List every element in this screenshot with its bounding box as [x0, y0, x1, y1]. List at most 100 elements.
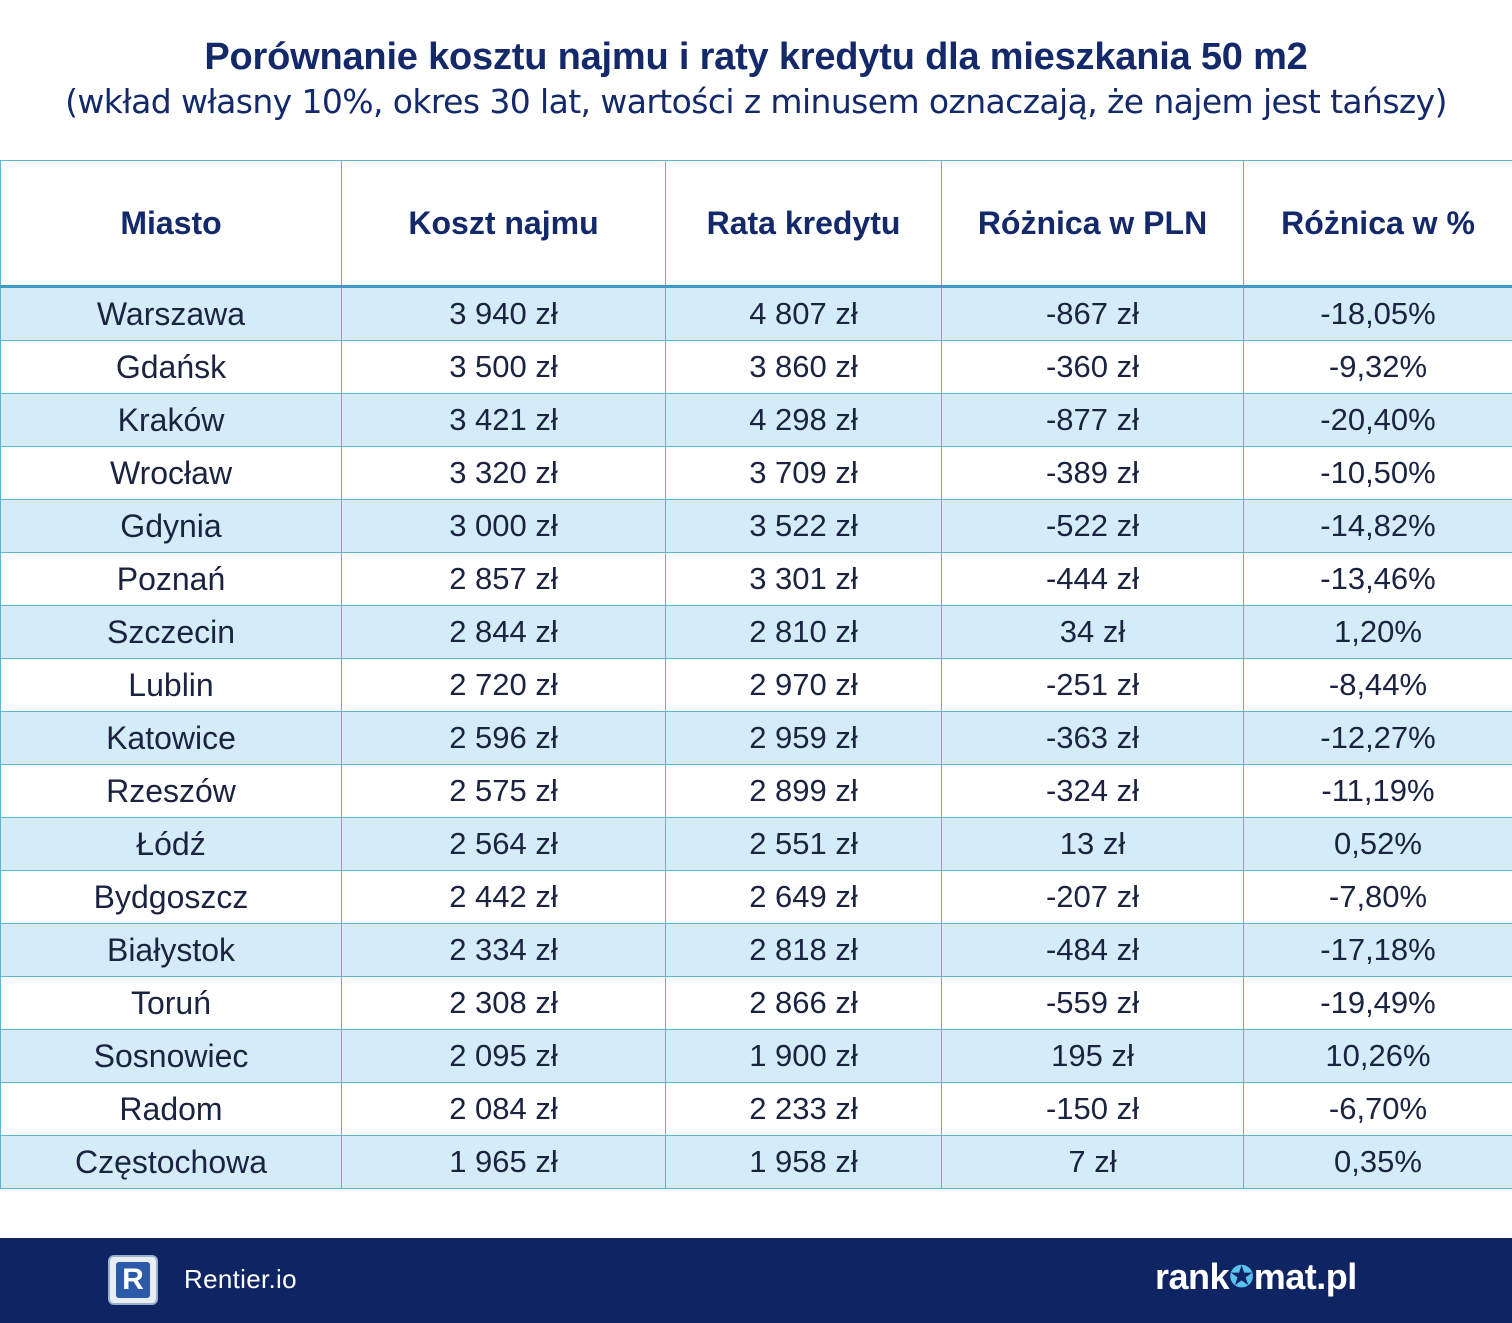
table-row: Poznań 2 857 zł 3 301 zł -444 zł -13,46% — [0, 552, 1512, 606]
cell-koszt-najmu: 2 564 zł — [341, 817, 666, 871]
cell-rata-kredytu: 2 866 zł — [665, 976, 942, 1030]
cell-koszt-najmu: 3 000 zł — [341, 499, 666, 553]
cell-roznica-pln: -389 zł — [941, 446, 1244, 500]
cell-roznica-pln: 7 zł — [941, 1135, 1244, 1189]
rankomat-logo-start: rank — [1155, 1256, 1230, 1297]
chart-subtitle: (wkład własny 10%, okres 30 lat, wartośc… — [65, 82, 1447, 121]
cell-koszt-najmu: 2 720 zł — [341, 658, 666, 712]
cell-miasto: Sosnowiec — [0, 1029, 342, 1083]
cell-rata-kredytu: 2 233 zł — [665, 1082, 942, 1136]
table-row: Częstochowa 1 965 zł 1 958 zł 7 zł 0,35% — [0, 1135, 1512, 1189]
cell-miasto: Białystok — [0, 923, 342, 977]
header: Porównanie kosztu najmu i raty kredytu d… — [0, 0, 1512, 160]
cell-koszt-najmu: 2 095 zł — [341, 1029, 666, 1083]
star-icon: ✪ — [1229, 1261, 1254, 1294]
rankomat-logo-end: mat.pl — [1253, 1256, 1358, 1297]
table-row: Łódź 2 564 zł 2 551 zł 13 zł 0,52% — [0, 817, 1512, 871]
cell-roznica-pln: 195 zł — [941, 1029, 1244, 1083]
cell-rata-kredytu: 3 709 zł — [665, 446, 942, 500]
cell-roznica-pln: -251 zł — [941, 658, 1244, 712]
table-row: Toruń 2 308 zł 2 866 zł -559 zł -19,49% — [0, 976, 1512, 1030]
comparison-table: Miasto Koszt najmu Rata kredytu Różnica … — [0, 160, 1512, 1189]
table-row: Radom 2 084 zł 2 233 zł -150 zł -6,70% — [0, 1082, 1512, 1136]
column-header-roznica-pln: Różnica w PLN — [941, 160, 1244, 288]
cell-miasto: Wrocław — [0, 446, 342, 500]
cell-rata-kredytu: 1 958 zł — [665, 1135, 942, 1189]
table-row: Bydgoszcz 2 442 zł 2 649 zł -207 zł -7,80% — [0, 870, 1512, 924]
cell-miasto: Gdańsk — [0, 340, 342, 394]
cell-rata-kredytu: 2 970 zł — [665, 658, 942, 712]
cell-rata-kredytu: 3 301 zł — [665, 552, 942, 606]
cell-rata-kredytu: 3 522 zł — [665, 499, 942, 553]
cell-roznica-procent: -9,32% — [1243, 340, 1512, 394]
cell-miasto: Katowice — [0, 711, 342, 765]
cell-roznica-procent: -8,44% — [1243, 658, 1512, 712]
cell-roznica-procent: 1,20% — [1243, 605, 1512, 659]
cell-roznica-procent: -10,50% — [1243, 446, 1512, 500]
cell-roznica-pln: -150 zł — [941, 1082, 1244, 1136]
table-row: Wrocław 3 320 zł 3 709 zł -389 zł -10,50% — [0, 446, 1512, 500]
table-row: Sosnowiec 2 095 zł 1 900 zł 195 zł 10,26% — [0, 1029, 1512, 1083]
table-row: Białystok 2 334 zł 2 818 zł -484 zł -17,18% — [0, 923, 1512, 977]
cell-koszt-najmu: 2 596 zł — [341, 711, 666, 765]
cell-roznica-procent: -19,49% — [1243, 976, 1512, 1030]
cell-koszt-najmu: 2 084 zł — [341, 1082, 666, 1136]
cell-roznica-procent: -17,18% — [1243, 923, 1512, 977]
cell-koszt-najmu: 2 844 zł — [341, 605, 666, 659]
cell-miasto: Lublin — [0, 658, 342, 712]
cell-roznica-procent: -6,70% — [1243, 1082, 1512, 1136]
cell-rata-kredytu: 4 807 zł — [665, 286, 942, 341]
cell-koszt-najmu: 2 575 zł — [341, 764, 666, 818]
cell-roznica-pln: -207 zł — [941, 870, 1244, 924]
cell-rata-kredytu: 4 298 zł — [665, 393, 942, 447]
column-header-koszt-najmu: Koszt najmu — [341, 160, 666, 288]
footer-bar: R Rentier.io rank✪mat.pl — [0, 1238, 1512, 1323]
cell-roznica-pln: -867 zł — [941, 286, 1244, 341]
table-row: Warszawa 3 940 zł 4 807 zł -867 zł -18,05% — [0, 286, 1512, 341]
cell-roznica-pln: 13 zł — [941, 817, 1244, 871]
table-row: Gdańsk 3 500 zł 3 860 zł -360 zł -9,32% — [0, 340, 1512, 394]
cell-koszt-najmu: 2 442 zł — [341, 870, 666, 924]
column-header-roznica-procent: Różnica w % — [1243, 160, 1512, 288]
cell-roznica-procent: -7,80% — [1243, 870, 1512, 924]
cell-miasto: Warszawa — [0, 286, 342, 341]
rentier-logo-icon: R — [108, 1255, 158, 1305]
cell-miasto: Radom — [0, 1082, 342, 1136]
rankomat-logo: rank✪mat.pl — [1155, 1256, 1357, 1298]
cell-miasto: Kraków — [0, 393, 342, 447]
cell-rata-kredytu: 2 649 zł — [665, 870, 942, 924]
table-row: Katowice 2 596 zł 2 959 zł -363 zł -12,27% — [0, 711, 1512, 765]
table-row: Szczecin 2 844 zł 2 810 zł 34 zł 1,20% — [0, 605, 1512, 659]
cell-koszt-najmu: 2 334 zł — [341, 923, 666, 977]
table-body: Warszawa 3 940 zł 4 807 zł -867 zł -18,05% Gd… — [0, 286, 1512, 1189]
cell-roznica-procent: -20,40% — [1243, 393, 1512, 447]
table-row: Lublin 2 720 zł 2 970 zł -251 zł -8,44% — [0, 658, 1512, 712]
cell-miasto: Poznań — [0, 552, 342, 606]
table-row: Kraków 3 421 zł 4 298 zł -877 zł -20,40% — [0, 393, 1512, 447]
cell-roznica-pln: -324 zł — [941, 764, 1244, 818]
cell-rata-kredytu: 3 860 zł — [665, 340, 942, 394]
cell-miasto: Bydgoszcz — [0, 870, 342, 924]
cell-rata-kredytu: 2 959 zł — [665, 711, 942, 765]
cell-miasto: Rzeszów — [0, 764, 342, 818]
cell-roznica-pln: -444 zł — [941, 552, 1244, 606]
cell-rata-kredytu: 2 810 zł — [665, 605, 942, 659]
cell-roznica-pln: -363 zł — [941, 711, 1244, 765]
cell-roznica-procent: -11,19% — [1243, 764, 1512, 818]
cell-roznica-pln: -522 zł — [941, 499, 1244, 553]
cell-roznica-pln: -360 zł — [941, 340, 1244, 394]
cell-roznica-pln: -877 zł — [941, 393, 1244, 447]
cell-rata-kredytu: 2 899 zł — [665, 764, 942, 818]
cell-miasto: Łódź — [0, 817, 342, 871]
column-header-rata-kredytu: Rata kredytu — [665, 160, 942, 288]
rentier-logo-letter: R — [116, 1262, 150, 1298]
cell-koszt-najmu: 2 308 zł — [341, 976, 666, 1030]
cell-koszt-najmu: 3 320 zł — [341, 446, 666, 500]
column-header-miasto: Miasto — [0, 160, 342, 288]
cell-rata-kredytu: 1 900 zł — [665, 1029, 942, 1083]
rentier-brand: Rentier.io — [184, 1264, 297, 1294]
table-header-row: Miasto Koszt najmu Rata kredytu Różnica … — [0, 160, 1512, 288]
cell-roznica-procent: 0,52% — [1243, 817, 1512, 871]
cell-roznica-pln: -559 zł — [941, 976, 1244, 1030]
cell-koszt-najmu: 2 857 zł — [341, 552, 666, 606]
